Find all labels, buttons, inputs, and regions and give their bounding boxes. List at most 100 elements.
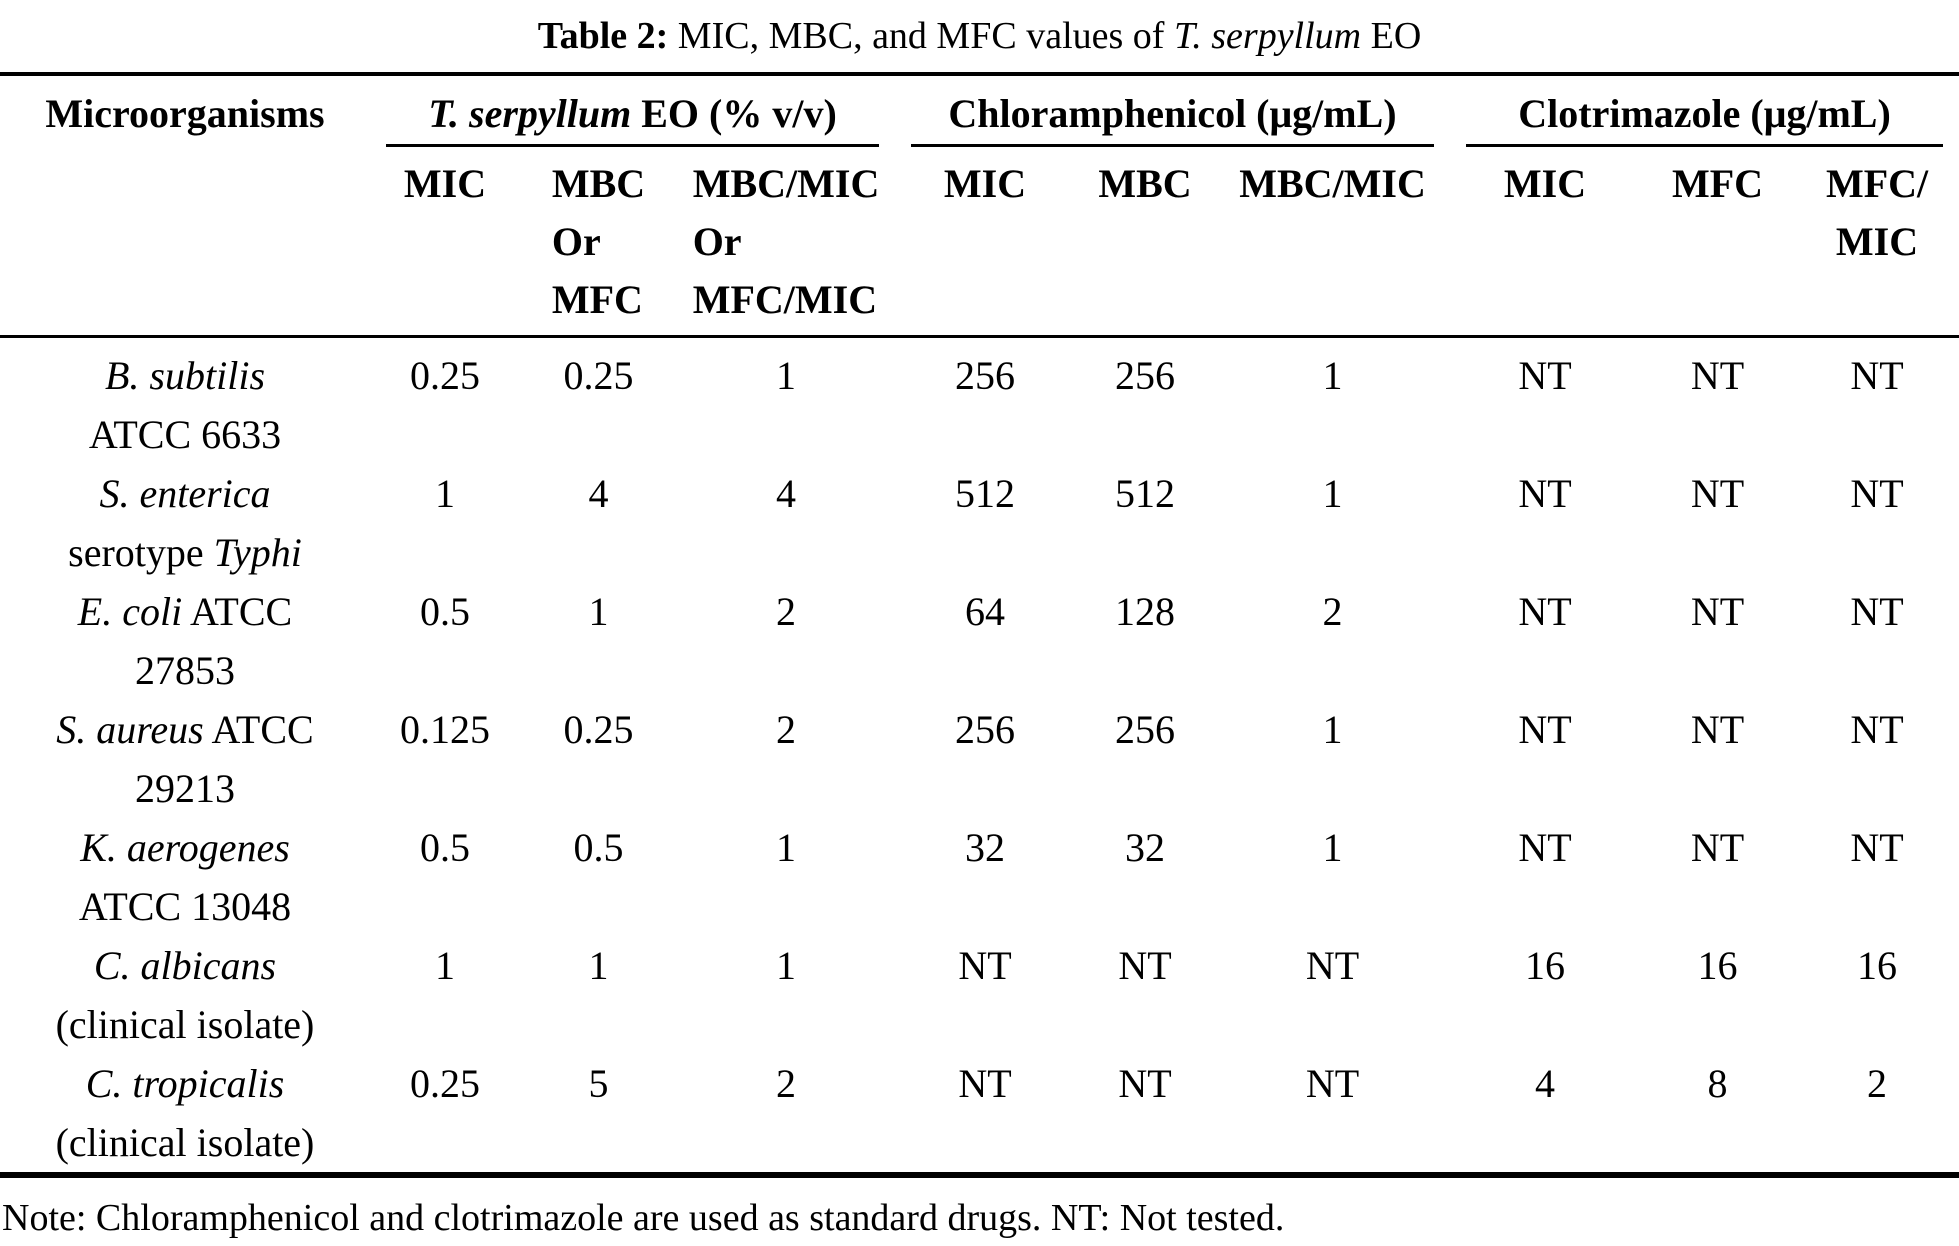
cell-value: NT: [1850, 589, 1904, 634]
microorganism-name: K. aerogenes ATCC 13048: [78, 825, 292, 929]
sub-header-chl-mic: MIC: [895, 147, 1076, 338]
cell-value: 256: [955, 353, 1016, 398]
cell-value: 128: [1115, 589, 1176, 634]
cell-value: 4: [776, 471, 796, 516]
cell-value: NT: [1690, 825, 1745, 870]
cell-value: 4: [588, 471, 609, 516]
sub-header-clo-mic: MIC: [1450, 147, 1641, 338]
cell-value: 512: [955, 471, 1016, 516]
sub-header-clo-ratio: MFC/ MIC: [1795, 147, 1959, 338]
cell-value: 0.25: [563, 707, 634, 752]
cell-value: NT: [1850, 353, 1904, 398]
cell-value: NT: [1850, 471, 1904, 516]
sub-header-chl-mbc: MBC: [1075, 147, 1216, 338]
microorganism-name: S. enterica serotype Typhi: [68, 471, 302, 575]
cell-value: 1: [588, 589, 609, 634]
table-row: C. albicans (clinical isolate) 1 1 1 NT …: [0, 936, 1959, 1054]
cell-value: 1: [1322, 707, 1343, 752]
cell-value: NT: [1690, 353, 1745, 398]
sub-header-row: MIC MBC Or MFC MBC/MIC Or MFC/MIC MIC: [0, 147, 1959, 338]
cell-value: NT: [958, 943, 1012, 988]
cell-value: NT: [1690, 589, 1745, 634]
table-row: B. subtilis ATCC 6633 0.25 0.25 1 256 25…: [0, 337, 1959, 465]
table-caption: Table 2: MIC, MBC, and MFC values of T. …: [0, 0, 1959, 72]
cell-value: 1: [1322, 353, 1343, 398]
cell-value: 2: [1867, 1061, 1888, 1106]
cell-value: NT: [1518, 825, 1572, 870]
group-header-eo-label: T. serpyllum EO (% v/v): [386, 90, 880, 147]
cell-value: 5: [588, 1061, 609, 1106]
table-caption-species: T. serpyllum: [1173, 15, 1362, 57]
cell-value: 0.125: [400, 707, 490, 752]
group-header-chloramphenicol: Chloramphenicol (μg/mL): [895, 74, 1450, 147]
table-row: E. coli ATCC 27853 0.5 1 2 64 128 2 NT N…: [0, 582, 1959, 700]
cell-value: 256: [955, 707, 1016, 752]
table-row: S. aureus ATCC 29213 0.125 0.25 2 256 25…: [0, 700, 1959, 818]
cell-value: 512: [1115, 471, 1176, 516]
cell-value: NT: [1305, 1061, 1360, 1106]
group-header-row: Microorganisms T. serpyllum EO (% v/v) C…: [0, 74, 1959, 338]
col-header-microorganisms: Microorganisms: [0, 74, 370, 338]
cell-value: 0.5: [420, 589, 470, 634]
group-header-chloramphenicol-label: Chloramphenicol (μg/mL): [911, 90, 1435, 147]
microorganism-name: C. tropicalis (clinical isolate): [55, 1061, 315, 1165]
microorganism-name: B. subtilis ATCC 6633: [88, 353, 282, 457]
cell-value: 2: [1322, 589, 1343, 634]
cell-value: 32: [1125, 825, 1166, 870]
cell-value: NT: [1305, 943, 1360, 988]
cell-value: 256: [1115, 707, 1176, 752]
cell-value: 1: [776, 825, 796, 870]
table-note: Note: Chloramphenicol and clotrimazole a…: [2, 1197, 1285, 1239]
cell-value: 1: [776, 353, 796, 398]
microorganism-name: C. albicans (clinical isolate): [55, 943, 315, 1047]
sub-header-eo-ratio: MBC/MIC Or MFC/MIC: [677, 147, 896, 338]
cell-value: NT: [1850, 825, 1904, 870]
cell-value: 64: [965, 589, 1006, 634]
sub-header-eo-mic: MIC: [370, 147, 520, 338]
table-caption-label: Table 2:: [537, 15, 669, 57]
cell-value: 8: [1707, 1061, 1728, 1106]
cell-value: NT: [1518, 707, 1572, 752]
sub-header-chl-ratio: MBC/MIC: [1215, 147, 1451, 338]
cell-value: 16: [1857, 943, 1898, 988]
cell-value: 1: [435, 943, 455, 988]
cell-value: 2: [776, 707, 796, 752]
table-caption-text: MIC, MBC, and MFC values of: [668, 15, 1174, 57]
cell-value: NT: [1690, 707, 1745, 752]
cell-value: 1: [588, 943, 609, 988]
cell-value: 256: [1115, 353, 1176, 398]
cell-value: NT: [1118, 1061, 1172, 1106]
cell-value: NT: [1518, 471, 1572, 516]
cell-value: 1: [1322, 471, 1343, 516]
table-row: K. aerogenes ATCC 13048 0.5 0.5 1 32 32 …: [0, 818, 1959, 936]
cell-value: 0.25: [410, 1061, 480, 1106]
group-header-eo: T. serpyllum EO (% v/v): [370, 74, 895, 147]
cell-value: 2: [776, 589, 796, 634]
data-table: Microorganisms T. serpyllum EO (% v/v) C…: [0, 72, 1959, 1178]
cell-value: 1: [435, 471, 455, 516]
cell-value: NT: [1690, 471, 1745, 516]
cell-value: 4: [1535, 1061, 1556, 1106]
cell-value: 2: [776, 1061, 796, 1106]
group-header-clotrimazole-label: Clotrimazole (μg/mL): [1466, 90, 1944, 147]
cell-value: NT: [1518, 353, 1572, 398]
cell-value: 16: [1697, 943, 1738, 988]
cell-value: NT: [958, 1061, 1012, 1106]
cell-value: 16: [1525, 943, 1566, 988]
cell-value: NT: [1118, 943, 1172, 988]
cell-value: 0.5: [420, 825, 470, 870]
cell-value: 0.5: [573, 825, 624, 870]
cell-value: 0.25: [410, 353, 480, 398]
microorganism-name: E. coli ATCC 27853: [77, 589, 293, 693]
microorganism-name: S. aureus ATCC 29213: [56, 707, 314, 811]
table-row: S. enterica serotype Typhi 1 4 4 512 512…: [0, 464, 1959, 582]
cell-value: NT: [1518, 589, 1572, 634]
sub-header-eo-mbc-mfc: MBC Or MFC: [520, 147, 677, 338]
sub-header-clo-mfc: MFC: [1640, 147, 1796, 338]
cell-value: 1: [776, 943, 796, 988]
cell-value: 1: [1322, 825, 1343, 870]
table-caption-suffix: EO: [1361, 15, 1422, 57]
cell-value: NT: [1850, 707, 1904, 752]
group-header-clotrimazole: Clotrimazole (μg/mL): [1450, 74, 1959, 147]
